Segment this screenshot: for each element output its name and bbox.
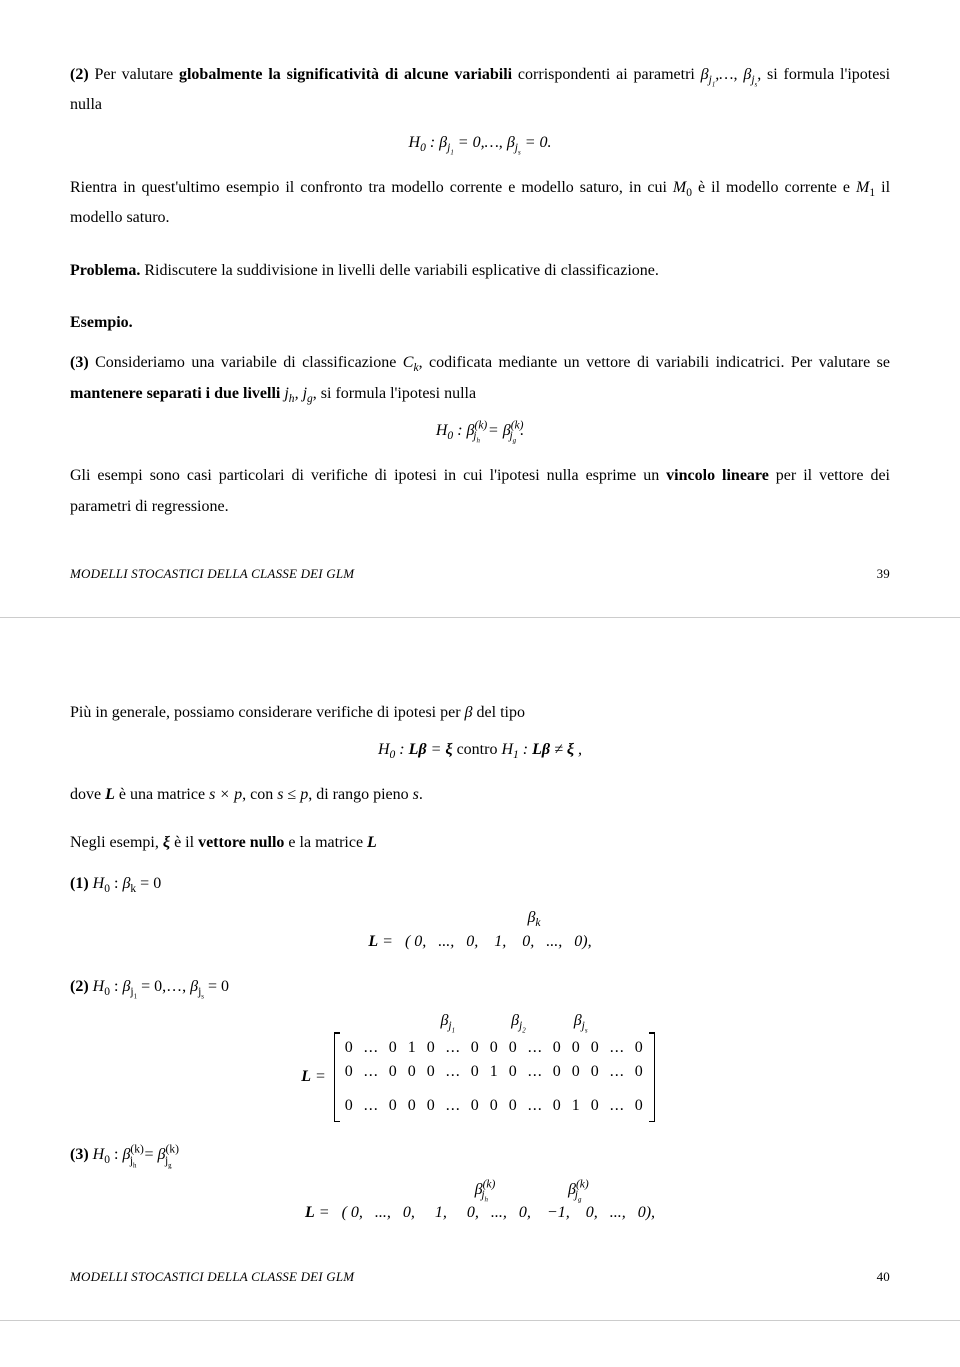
- text: Ridiscutere la suddivisione in livelli d…: [140, 262, 659, 279]
- math-inline: H: [93, 978, 105, 995]
- column-labels: β(k)jh β(k)jg: [70, 1179, 890, 1201]
- equation-h0-h1-lbeta: H0 : Lβ = ξ contro H1 : Lβ ≠ ξ ,: [70, 738, 890, 762]
- para-examples-intro: Negli esempi, ξ è il vettore nullo e la …: [70, 828, 890, 858]
- item-number-3: (3): [70, 1146, 89, 1163]
- math-inline: H: [93, 875, 105, 892]
- text: Rientra in quest'ultimo esempio il confr…: [70, 179, 673, 196]
- page-number: 39: [877, 562, 890, 587]
- bold-phrase: globalmente la significatività di alcune…: [179, 66, 512, 83]
- text: contro: [453, 741, 502, 758]
- math-inline: βj1,…, βjs: [701, 66, 758, 83]
- para-problema: Problema. Ridiscutere la suddivisione in…: [70, 256, 890, 286]
- item-number-2: (2): [70, 978, 89, 995]
- math-inline: M: [673, 179, 686, 196]
- matrix-row-vector: L = ( 0, ..., 0, 1, 0, ..., 0, −1, 0, ..…: [70, 1201, 890, 1225]
- matrix-vdots: [345, 1084, 644, 1094]
- footer-title: MODELLI STOCASTICI DELLA CLASSE DEI GLM: [70, 1265, 354, 1290]
- math-inline: β: [465, 704, 473, 721]
- case-2-matrix: βj1 βj2 βjs L = 0 ... 0 1 0 ... 0 0 0 ..…: [70, 1010, 890, 1122]
- item-number-3: (3): [70, 354, 89, 371]
- matrix-block: L = 0 ... 0 1 0 ... 0 0 0 ... 0 0 0 ... …: [70, 1032, 890, 1122]
- math-inline: M: [856, 179, 869, 196]
- math-inline: Ck: [403, 354, 419, 371]
- math-inline: s × p: [209, 786, 242, 803]
- heading-problema: Problema.: [70, 262, 140, 279]
- matrix-row: 0 ... 0 1 0 ... 0 0 0 ... 0 0 0 ... 0: [345, 1036, 644, 1060]
- matrix-row: 0 ... 0 0 0 ... 0 0 0 ... 0 1 0 ... 0: [345, 1094, 644, 1118]
- matrix-row: 0 ... 0 0 0 ... 0 1 0 ... 0 0 0 ... 0: [345, 1060, 644, 1084]
- para-L-def: dove L è una matrice s × p, con s ≤ p, d…: [70, 780, 890, 810]
- heading-esempio: Esempio.: [70, 308, 890, 338]
- equation-h0-beta-jh-jg: H0 : β(k)jh = β(k)jg .: [70, 419, 890, 443]
- text: del tipo: [473, 704, 525, 721]
- text: e la matrice: [284, 834, 367, 851]
- footer-title: MODELLI STOCASTICI DELLA CLASSE DEI GLM: [70, 562, 354, 587]
- case-3-matrix: β(k)jh β(k)jg L = ( 0, ..., 0, 1, 0, ...…: [70, 1179, 890, 1225]
- matrix: 0 ... 0 1 0 ... 0 0 0 ... 0 0 0 ... 0 0 …: [334, 1032, 655, 1122]
- case-2-hypothesis: (2) H0 : βj1 = 0,…, βjs = 0: [70, 972, 890, 1002]
- text: Consideriamo una variabile di classifica…: [89, 354, 403, 371]
- text: Gli esempi sono casi particolari di veri…: [70, 467, 666, 484]
- page-40: Più in generale, possiamo considerare ve…: [0, 618, 960, 1321]
- case-1-hypothesis: (1) H0 : βk = 0: [70, 869, 890, 899]
- text: , codificata mediante un vettore di vari…: [419, 354, 890, 371]
- case-3-hypothesis: (3) H0 : β(k)jh = β(k)jg: [70, 1140, 890, 1170]
- text: , si formula l'ipotesi nulla: [313, 385, 476, 402]
- text: corrispondenti ai parametri: [512, 66, 701, 83]
- para-summary: Gli esempi sono casi particolari di veri…: [70, 461, 890, 522]
- text: Più in generale, possiamo considerare ve…: [70, 704, 465, 721]
- text: è il: [170, 834, 198, 851]
- para-3-intro: (3) Consideriamo una variabile di classi…: [70, 348, 890, 409]
- math-inline: L: [105, 786, 115, 803]
- math-inline: jh, jg: [280, 385, 312, 402]
- page-footer: MODELLI STOCASTICI DELLA CLASSE DEI GLM …: [70, 562, 890, 587]
- math-inline: s ≤ p: [277, 786, 308, 803]
- text: è il modello corrente e: [692, 179, 856, 196]
- bold-phrase: vincolo lineare: [666, 467, 769, 484]
- case-1-matrix: βk L = ( 0, ..., 0, 1, 0, ..., 0),: [70, 907, 890, 953]
- matrix-row-vector: L = ( 0, ..., 0, 1, 0, ..., 0),: [70, 930, 890, 954]
- math-inline: L: [367, 834, 377, 851]
- math-inline: ξ: [163, 834, 170, 851]
- bold-phrase: vettore nullo: [198, 834, 284, 851]
- column-label: βk: [70, 907, 890, 929]
- item-number-1: (1): [70, 875, 89, 892]
- column-labels: βj1 βj2 βjs: [70, 1010, 890, 1032]
- page-footer: MODELLI STOCASTICI DELLA CLASSE DEI GLM …: [70, 1265, 890, 1290]
- text: .: [419, 786, 423, 803]
- equation-h0-betas-zero: H0 : βj1 = 0,…, βjs = 0.: [70, 131, 890, 155]
- text: è una matrice: [115, 786, 209, 803]
- page-number: 40: [877, 1265, 890, 1290]
- text: Per valutare: [89, 66, 179, 83]
- text: , con: [242, 786, 277, 803]
- text: Negli esempi,: [70, 834, 163, 851]
- para-general: Più in generale, possiamo considerare ve…: [70, 698, 890, 728]
- math-inline: H: [93, 1146, 105, 1163]
- page-39: (2) Per valutare globalmente la signific…: [0, 0, 960, 618]
- bold-phrase: mantenere separati i due livelli: [70, 385, 280, 402]
- para-model-comparison: Rientra in quest'ultimo esempio il confr…: [70, 173, 890, 234]
- text: dove: [70, 786, 105, 803]
- text: , di rango pieno: [308, 786, 412, 803]
- para-2-intro: (2) Per valutare globalmente la signific…: [70, 60, 890, 121]
- item-number-2: (2): [70, 66, 89, 83]
